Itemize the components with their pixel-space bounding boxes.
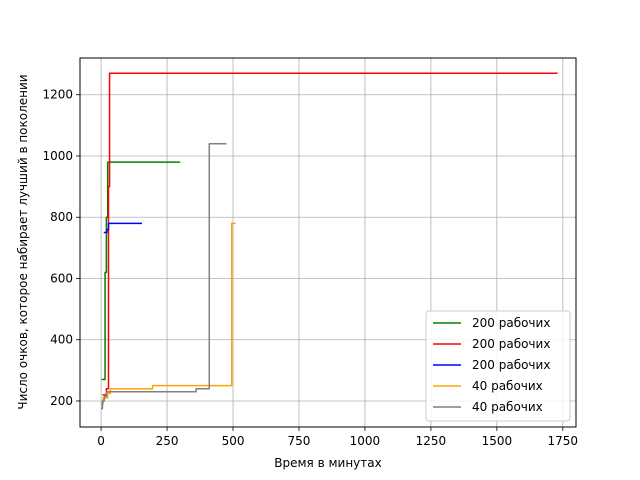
grid-layer xyxy=(80,58,576,427)
x-tick-label: 1500 xyxy=(482,434,513,448)
y-tick-label: 800 xyxy=(50,210,73,224)
legend-label-5: 40 рабочих xyxy=(472,400,543,414)
x-tick-label: 0 xyxy=(97,434,105,448)
legend-items: 200 рабочих 200 рабочих 200 рабочих 40 рабо… xyxy=(433,316,550,414)
y-tick-label: 1000 xyxy=(42,149,73,163)
y-axis-label: Число очков, которое набирает лучший в п… xyxy=(16,74,30,409)
x-tick-label: 500 xyxy=(222,434,245,448)
series-line-4 xyxy=(101,222,236,405)
x-tick-label: 250 xyxy=(156,434,179,448)
y-tick-label: 400 xyxy=(50,333,73,347)
x-axis-ticks: 0 250 500 750 1000 1250 1500 1750 xyxy=(97,427,578,448)
legend-label-3: 200 рабочих xyxy=(472,358,550,372)
series-layer xyxy=(101,72,558,410)
y-axis-ticks: 200 400 600 800 1000 1200 xyxy=(42,88,80,408)
x-tick-label: 1000 xyxy=(350,434,381,448)
series-line-1 xyxy=(101,161,181,381)
legend-label-2: 200 рабочих xyxy=(472,337,550,351)
legend-label-1: 200 рабочих xyxy=(472,316,550,330)
x-tick-label: 1750 xyxy=(548,434,579,448)
x-tick-label: 750 xyxy=(288,434,311,448)
legend: 200 рабочих 200 рабочих 200 рабочих 40 рабо… xyxy=(425,310,571,422)
plot-frame xyxy=(79,57,577,428)
legend-box xyxy=(425,310,571,422)
y-tick-label: 600 xyxy=(50,271,73,285)
y-tick-label: 200 xyxy=(50,394,73,408)
series-line-3 xyxy=(103,222,142,234)
legend-label-4: 40 рабочих xyxy=(472,379,543,393)
series-line-5 xyxy=(101,142,227,410)
x-axis-label: Время в минутах xyxy=(274,456,381,470)
y-tick-label: 1200 xyxy=(42,88,73,102)
x-tick-label: 1250 xyxy=(416,434,447,448)
